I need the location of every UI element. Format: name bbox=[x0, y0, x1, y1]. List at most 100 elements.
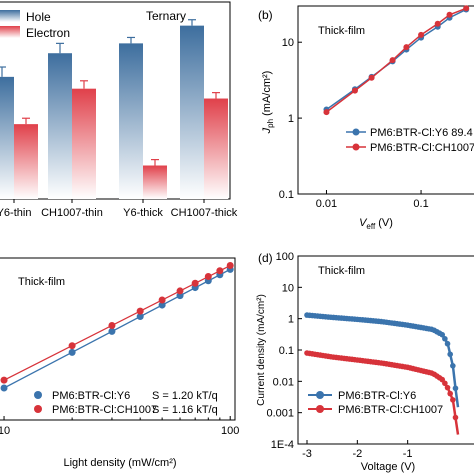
bar-hole-2 bbox=[119, 43, 143, 200]
legend-marker-y6 bbox=[34, 391, 42, 399]
panel-c-annotation: Thick-film bbox=[18, 276, 65, 288]
panel-a-annotation: Ternary bbox=[146, 9, 186, 23]
data-point-1 bbox=[446, 11, 453, 18]
panel-a-bars bbox=[0, 19, 228, 200]
legend-marker-y6 bbox=[352, 128, 360, 136]
data-point-1 bbox=[216, 267, 224, 275]
bar-hole-3 bbox=[180, 25, 204, 199]
panel-c-axes: 10 100 bbox=[0, 416, 239, 437]
data-point-1 bbox=[442, 380, 448, 387]
panel-b-label: (b) bbox=[258, 8, 273, 22]
y-tick-label: 0.01 bbox=[273, 376, 294, 388]
y-tick-label: 10 bbox=[282, 37, 294, 49]
data-point-0 bbox=[447, 351, 453, 358]
panel-b: (b) 0.01 0.1 0.1 1 10 Thick-film Jph (mA/cm²… bbox=[258, 5, 474, 231]
panel-d-series bbox=[304, 312, 460, 435]
panel-a: Y6-thin CH1007-thin Y6-thick CH1007-thick H… bbox=[0, 1, 238, 219]
bar-electron-1 bbox=[72, 88, 96, 199]
legend-label-y6: PM6:BTR-Cl:Y6 bbox=[52, 390, 130, 402]
y-tick-label: 1 bbox=[288, 113, 294, 125]
x-tick-label: 0.1 bbox=[413, 198, 428, 210]
panel-a-frame bbox=[0, 1, 231, 200]
data-point-1 bbox=[434, 20, 441, 27]
panel-c-frame bbox=[0, 257, 236, 421]
panel-b-series bbox=[323, 5, 470, 116]
legend-marker-ch1007 bbox=[316, 405, 324, 413]
data-point-0 bbox=[450, 362, 456, 369]
data-point-1 bbox=[191, 279, 199, 287]
data-point-0 bbox=[442, 335, 448, 342]
series-line-1 bbox=[326, 7, 467, 113]
y-tick-label: 10 bbox=[282, 282, 294, 294]
data-point-1 bbox=[389, 57, 396, 64]
data-point-1 bbox=[136, 307, 144, 315]
legend-label-hole: Hole bbox=[26, 10, 51, 24]
legend-marker-y6 bbox=[316, 391, 324, 399]
panel-d-annotation: Thick-film bbox=[318, 265, 365, 277]
panel-b-legend: PM6:BTR-Cl:Y6 89.4 PM6:BTR-Cl:CH1007 bbox=[346, 127, 474, 154]
data-point-1 bbox=[68, 342, 76, 350]
data-point-1 bbox=[0, 376, 8, 384]
x-tick-label: -1 bbox=[403, 448, 413, 460]
x-tick-label: CH1007-thick bbox=[171, 207, 238, 219]
panel-b-y-axis-label: Jph (mA/cm²) bbox=[261, 71, 275, 135]
data-point-1 bbox=[450, 397, 456, 403]
legend-label-ch1007: PM6:BTR-Cl:CH1007 bbox=[370, 142, 474, 154]
data-point-1 bbox=[463, 5, 470, 12]
panel-a-legend: Hole Electron bbox=[0, 10, 70, 40]
panel-b-axes: 0.01 0.1 0.1 1 10 bbox=[279, 37, 429, 210]
legend-label-ch1007: PM6:BTR-Cl:CH1007 bbox=[52, 404, 157, 416]
data-point-0 bbox=[0, 384, 8, 392]
legend-marker-ch1007 bbox=[352, 143, 360, 151]
data-point-0 bbox=[68, 348, 76, 356]
data-point-0 bbox=[444, 340, 451, 347]
panel-d-legend: PM6:BTR-Cl:Y6 PM6:BTR-Cl:CH1007 bbox=[308, 390, 443, 416]
data-point-1 bbox=[444, 384, 451, 391]
x-tick-label: Y6-thick bbox=[123, 207, 163, 219]
data-point-1 bbox=[447, 390, 453, 397]
panel-c: 10 100 Thick-film Light density (mW/cm²) … bbox=[0, 257, 239, 469]
bar-hole-1 bbox=[48, 53, 72, 199]
panel-a-x-tick-labels: Y6-thin CH1007-thin Y6-thick CH1007-thick bbox=[0, 199, 238, 219]
x-tick-label: -2 bbox=[352, 448, 362, 460]
bar-electron-0 bbox=[14, 124, 38, 199]
legend-label-electron: Electron bbox=[26, 26, 70, 40]
data-point-1 bbox=[176, 287, 184, 295]
data-point-1 bbox=[226, 262, 234, 270]
x-tick-label: 0.01 bbox=[316, 198, 337, 210]
data-point-0 bbox=[136, 313, 144, 321]
data-point-1 bbox=[351, 87, 358, 94]
panel-d-label: (d) bbox=[258, 251, 273, 265]
data-point-0 bbox=[439, 331, 446, 338]
data-point-1 bbox=[204, 273, 212, 281]
x-tick-label: Y6-thin bbox=[0, 207, 31, 219]
bar-electron-2 bbox=[143, 165, 167, 199]
data-point-1 bbox=[323, 109, 330, 116]
legend-label-y6: PM6:BTR-Cl:Y6 bbox=[338, 390, 416, 402]
y-tick-label: 0.001 bbox=[266, 408, 294, 420]
data-point-0 bbox=[108, 327, 116, 335]
panel-d-x-axis-label: Voltage (V) bbox=[361, 461, 415, 473]
panel-d-axes: -3 -2 -1 100 10 1 0.1 0.01 0.001 1E-4 bbox=[266, 251, 412, 460]
data-point-1 bbox=[418, 31, 425, 38]
x-tick-label: CH1007-thin bbox=[41, 207, 103, 219]
data-point-0 bbox=[452, 385, 459, 392]
panel-b-annotation: Thick-film bbox=[318, 25, 365, 37]
x-tick-label: -3 bbox=[302, 448, 312, 460]
legend-marker-ch1007 bbox=[34, 405, 42, 413]
bar-hole-0 bbox=[0, 76, 14, 199]
legend-fit-y6: S = 1.20 kT/q bbox=[152, 390, 218, 402]
data-point-1 bbox=[368, 74, 375, 81]
legend-swatch-electron bbox=[0, 26, 20, 38]
panel-d: (d) -3 -2 -1 100 10 1 0.1 0.01 0.001 1E-4 Thick-f… bbox=[256, 251, 474, 473]
y-tick-label: 1 bbox=[288, 314, 294, 326]
panel-c-legend: PM6:BTR-Cl:Y6 S = 1.20 kT/q PM6:BTR-Cl:C… bbox=[34, 390, 218, 416]
bar-electron-3 bbox=[204, 98, 228, 199]
x-tick-label: 100 bbox=[221, 425, 239, 437]
y-tick-label: 1E-4 bbox=[271, 439, 294, 451]
data-point-0 bbox=[158, 301, 166, 309]
data-point-1 bbox=[108, 321, 116, 329]
panel-c-x-axis-label: Light density (mW/cm²) bbox=[63, 457, 176, 469]
x-tick-label: 10 bbox=[0, 425, 10, 437]
